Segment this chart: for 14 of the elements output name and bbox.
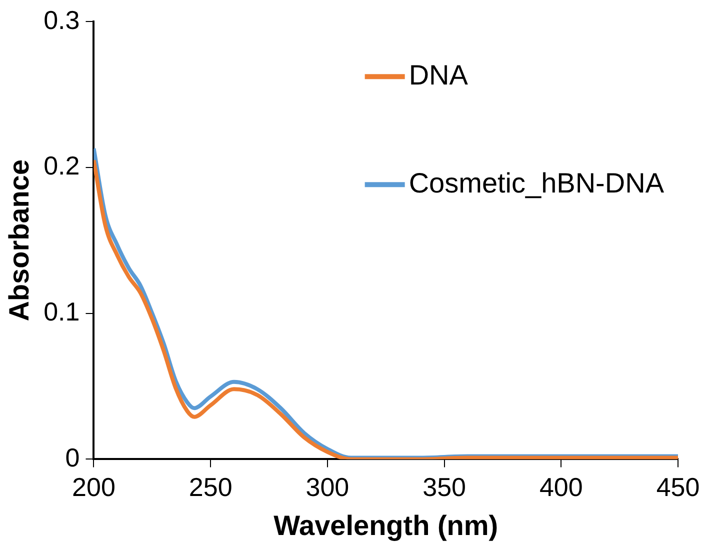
y-tick-label: 0.2 [44,150,80,181]
y-tick-label: 0 [65,442,80,472]
x-tick-label: 400 [539,472,583,502]
legend-label: Cosmetic_hBN-DNA [408,167,664,198]
x-tick-label: 200 [72,472,116,502]
x-tick-label: 450 [656,472,700,502]
x-axis-title: Wavelength (nm) [274,510,498,541]
x-tick-label: 300 [306,472,350,502]
x-tick-label: 250 [188,472,232,502]
legend-label: DNA [408,59,468,90]
y-axis-title: Absorbance [4,159,35,322]
x-tick-label: 350 [422,472,466,502]
y-tick-label: 0.1 [44,296,80,327]
y-tick-label: 0.3 [44,4,80,35]
